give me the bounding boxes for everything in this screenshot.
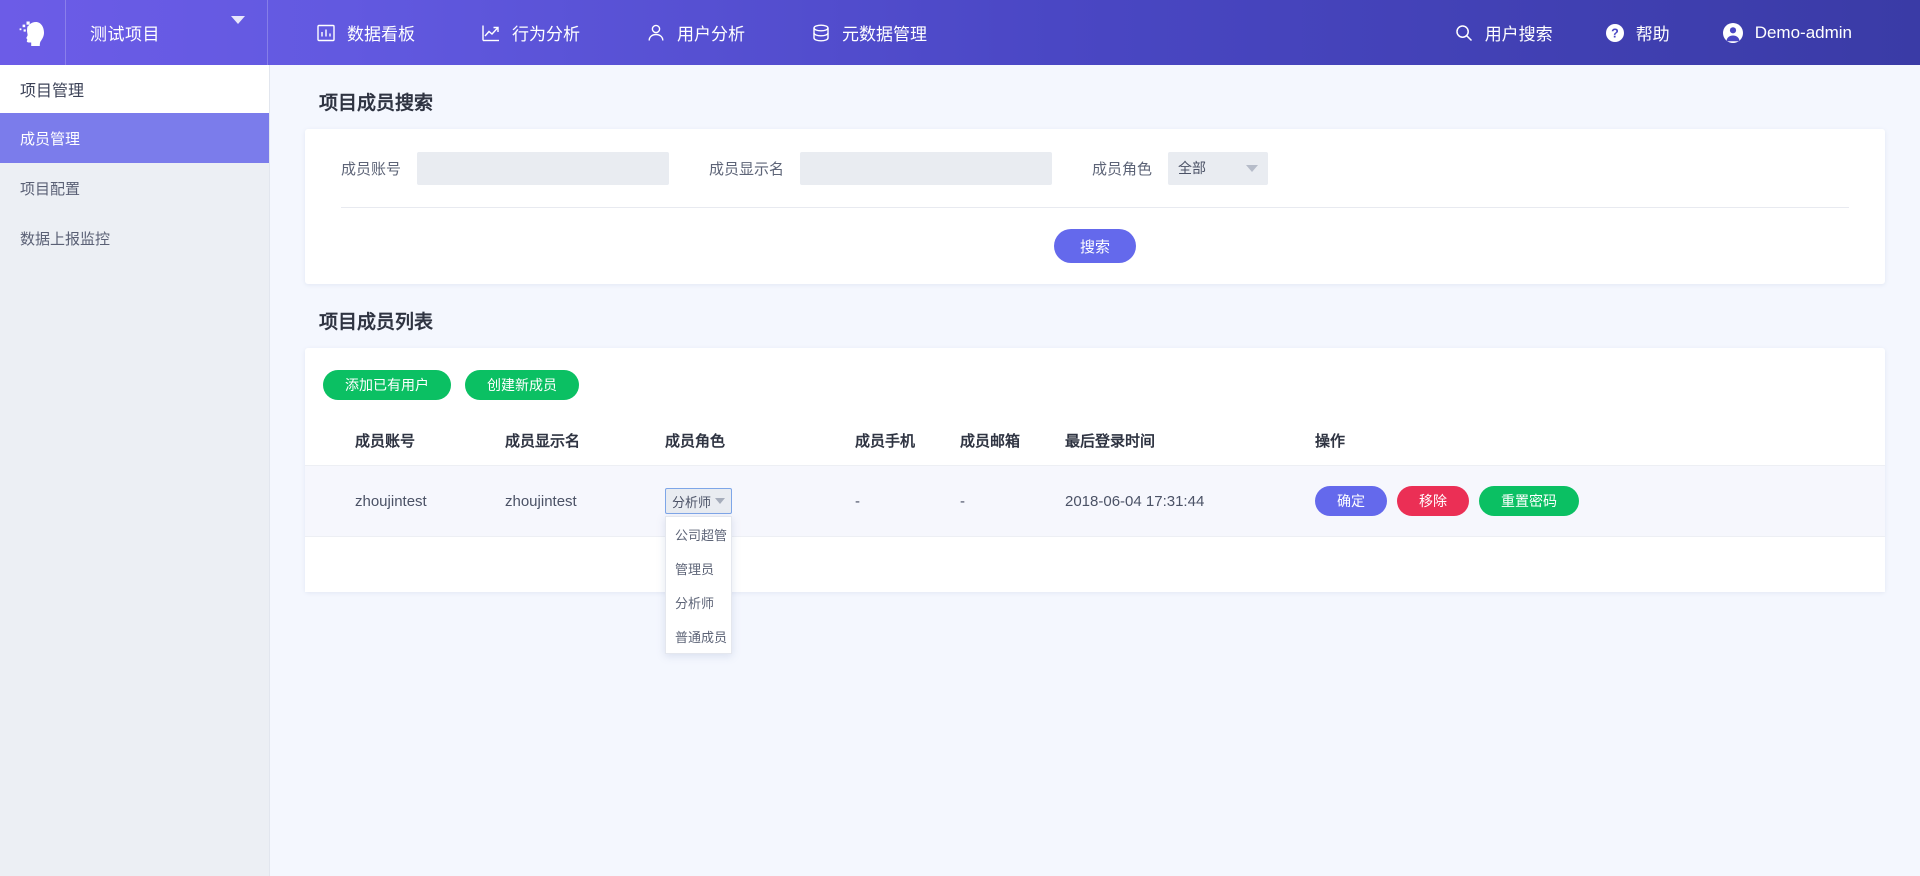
- create-new-member-button[interactable]: 创建新成员: [465, 370, 579, 400]
- top-navigation-bar: 测试项目 数据看板: [0, 0, 1920, 65]
- chevron-down-icon: [1246, 164, 1259, 172]
- member-display-name-input[interactable]: [800, 151, 1053, 185]
- column-header-last-login: 最后登录时间: [1065, 418, 1315, 466]
- account-name-label: Demo-admin: [1754, 22, 1852, 42]
- svg-text:?: ?: [1611, 26, 1619, 40]
- member-account-label: 成员账号: [341, 160, 402, 178]
- main-content: 项目成员搜索 成员账号 成员显示名 成员角色 全部 搜索 项目成员列表 添加已有…: [270, 65, 1920, 876]
- search-icon: [1454, 23, 1474, 43]
- project-name-label: 测试项目: [90, 25, 160, 44]
- chevron-down-icon: [715, 498, 725, 504]
- table-footer-space: [305, 537, 1885, 592]
- app-logo[interactable]: [0, 0, 66, 65]
- reset-password-button[interactable]: 重置密码: [1479, 486, 1579, 516]
- row-role-select-value: 分析师: [672, 494, 712, 510]
- user-icon: [646, 23, 666, 43]
- sidebar-item-label: 项目配置: [20, 180, 81, 198]
- search-button-row: 搜索: [323, 208, 1867, 284]
- remove-button[interactable]: 移除: [1397, 486, 1469, 516]
- nav-item-label: 元数据管理: [842, 25, 927, 44]
- nav-item-label: 用户搜索: [1484, 25, 1553, 44]
- column-header-phone: 成员手机: [855, 418, 960, 466]
- nav-item-label: 用户分析: [677, 25, 745, 44]
- cell-operations: 确定 移除 重置密码: [1315, 465, 1885, 537]
- cell-display-name: zhoujintest: [505, 465, 665, 537]
- sidebar: 项目管理 成员管理 项目配置 数据上报监控: [0, 65, 270, 876]
- row-role-dropdown-menu: 公司超管 管理员 分析师 普通成员: [665, 516, 732, 654]
- search-button[interactable]: 搜索: [1053, 229, 1136, 263]
- nav-right-items: 用户搜索 ? 帮助 Demo-admin: [1428, 0, 1920, 65]
- member-account-input[interactable]: [417, 151, 670, 185]
- member-role-select[interactable]: 全部: [1168, 151, 1269, 185]
- nav-item-user-search[interactable]: 用户搜索: [1428, 0, 1579, 65]
- member-table: 成员账号 成员显示名 成员角色 成员手机 成员邮箱 最后登录时间 操作 zhou…: [305, 418, 1885, 654]
- cell-role: 分析师 公司超管 管理员 分析师 普通成员: [665, 465, 855, 654]
- sidebar-header-label: 项目管理: [20, 83, 85, 100]
- nav-item-behavior-analysis[interactable]: 行为分析: [448, 0, 613, 65]
- cell-email: -: [960, 465, 1065, 537]
- role-option-admin[interactable]: 管理员: [675, 561, 715, 577]
- main-nav-items: 数据看板 行为分析 用户分析: [268, 0, 960, 65]
- search-panel-divider: [341, 207, 1849, 208]
- trending-up-icon: [481, 23, 501, 43]
- column-header-account: 成员账号: [305, 418, 505, 466]
- cell-account: zhoujintest: [305, 465, 505, 537]
- nav-item-account[interactable]: Demo-admin: [1696, 0, 1878, 65]
- list-action-buttons: 添加已有用户 创建新成员: [305, 348, 1885, 418]
- database-icon: [811, 23, 831, 43]
- row-role-select[interactable]: 分析师 公司超管 管理员 分析师 普通成员: [665, 488, 732, 654]
- search-panel-title: 项目成员搜索: [319, 93, 434, 114]
- row-action-buttons: 确定 移除 重置密码: [1315, 486, 1885, 516]
- search-panel-card: 成员账号 成员显示名 成员角色 全部 搜索: [305, 129, 1885, 284]
- user-avatar-icon: [1722, 22, 1744, 44]
- nav-item-label: 行为分析: [512, 25, 580, 44]
- member-list-card: 添加已有用户 创建新成员 成员账号 成员显示名 成员角色 成员手机 成员邮箱 最…: [305, 348, 1885, 654]
- member-display-name-label: 成员显示名: [709, 160, 785, 178]
- nav-item-help[interactable]: ? 帮助: [1579, 0, 1696, 65]
- table-row: zhoujintest zhoujintest 分析师 公司超管 管理员 分析师…: [305, 465, 1885, 654]
- project-selector[interactable]: 测试项目: [66, 0, 268, 65]
- column-header-email: 成员邮箱: [960, 418, 1065, 466]
- column-header-display-name: 成员显示名: [505, 418, 665, 466]
- sidebar-item-member-management[interactable]: 成员管理: [0, 113, 269, 163]
- search-filter-row: 成员账号 成员显示名 成员角色 全部: [323, 129, 1867, 207]
- member-role-select-value: 全部: [1178, 160, 1207, 176]
- nav-item-dashboard[interactable]: 数据看板: [268, 0, 448, 65]
- chevron-down-icon: [231, 15, 245, 42]
- sidebar-header: 项目管理: [0, 65, 269, 113]
- member-role-label: 成员角色: [1092, 160, 1153, 178]
- sidebar-item-label: 数据上报监控: [20, 230, 111, 248]
- table-header-row: 成员账号 成员显示名 成员角色 成员手机 成员邮箱 最后登录时间 操作: [305, 418, 1885, 466]
- confirm-button[interactable]: 确定: [1315, 486, 1387, 516]
- sidebar-item-data-report-monitor[interactable]: 数据上报监控: [0, 213, 269, 263]
- role-option-normal-member[interactable]: 普通成员: [675, 629, 728, 645]
- question-circle-icon: ?: [1605, 23, 1625, 43]
- cell-phone: -: [855, 465, 960, 537]
- nav-item-user-analysis[interactable]: 用户分析: [613, 0, 778, 65]
- cell-last-login: 2018-06-04 17:31:44: [1065, 465, 1315, 537]
- sidebar-item-label: 成员管理: [20, 130, 81, 148]
- member-table-header: 成员账号 成员显示名 成员角色 成员手机 成员邮箱 最后登录时间 操作: [305, 418, 1885, 466]
- column-header-operations: 操作: [1315, 418, 1885, 466]
- column-header-role: 成员角色: [665, 418, 855, 466]
- sidebar-item-project-config[interactable]: 项目配置: [0, 163, 269, 213]
- role-option-company-admin[interactable]: 公司超管: [675, 527, 728, 543]
- add-existing-user-button[interactable]: 添加已有用户: [323, 370, 451, 400]
- list-panel-title: 项目成员列表: [319, 312, 434, 333]
- brain-head-pixels-logo-icon: [19, 21, 44, 46]
- bar-chart-icon: [316, 23, 336, 43]
- nav-item-label: 数据看板: [347, 25, 415, 44]
- member-table-body: zhoujintest zhoujintest 分析师 公司超管 管理员 分析师…: [305, 465, 1885, 654]
- role-option-analyst[interactable]: 分析师: [675, 595, 715, 611]
- nav-item-label: 帮助: [1635, 25, 1670, 44]
- nav-item-metadata-management[interactable]: 元数据管理: [778, 0, 960, 65]
